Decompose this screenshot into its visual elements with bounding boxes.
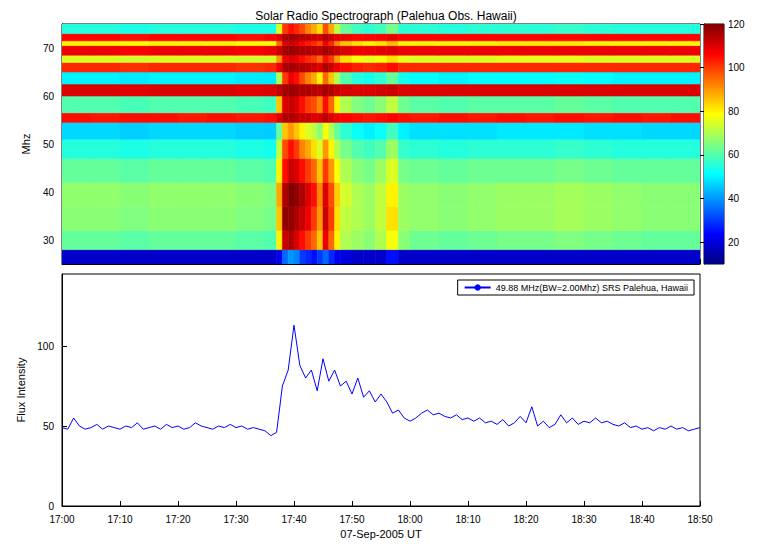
svg-text:17:00: 17:00 [49, 514, 74, 525]
svg-text:18:30: 18:30 [571, 514, 596, 525]
svg-text:18:20: 18:20 [513, 514, 538, 525]
svg-text:0: 0 [48, 501, 54, 512]
svg-text:18:10: 18:10 [455, 514, 480, 525]
svg-text:17:30: 17:30 [223, 514, 248, 525]
svg-text:100: 100 [37, 341, 54, 352]
svg-text:50: 50 [43, 421, 55, 432]
svg-text:Mhz: Mhz [20, 134, 32, 155]
svg-text:18:40: 18:40 [629, 514, 654, 525]
svg-text:49.88 MHz(BW=2.00Mhz) SRS Pale: 49.88 MHz(BW=2.00Mhz) SRS Palehua, Hawai… [496, 283, 688, 293]
svg-text:18:50: 18:50 [687, 514, 712, 525]
svg-text:20: 20 [728, 237, 740, 248]
svg-text:60: 60 [43, 91, 55, 102]
svg-text:Flux Intensity: Flux Intensity [15, 357, 27, 422]
svg-text:40: 40 [43, 187, 55, 198]
svg-text:17:50: 17:50 [339, 514, 364, 525]
svg-text:17:40: 17:40 [281, 514, 306, 525]
svg-text:100: 100 [728, 62, 745, 73]
svg-text:60: 60 [728, 149, 740, 160]
svg-text:07-Sep-2005 UT: 07-Sep-2005 UT [340, 528, 422, 540]
svg-text:80: 80 [728, 106, 740, 117]
svg-text:50: 50 [43, 139, 55, 150]
svg-text:40: 40 [728, 193, 740, 204]
svg-text:70: 70 [43, 43, 55, 54]
svg-text:30: 30 [43, 235, 55, 246]
svg-text:Solar Radio Spectrograph (Pale: Solar Radio Spectrograph (Palehua Obs. H… [255, 9, 516, 23]
svg-text:120: 120 [728, 19, 745, 30]
svg-text:17:10: 17:10 [107, 514, 132, 525]
svg-text:17:20: 17:20 [165, 514, 190, 525]
svg-text:18:00: 18:00 [397, 514, 422, 525]
